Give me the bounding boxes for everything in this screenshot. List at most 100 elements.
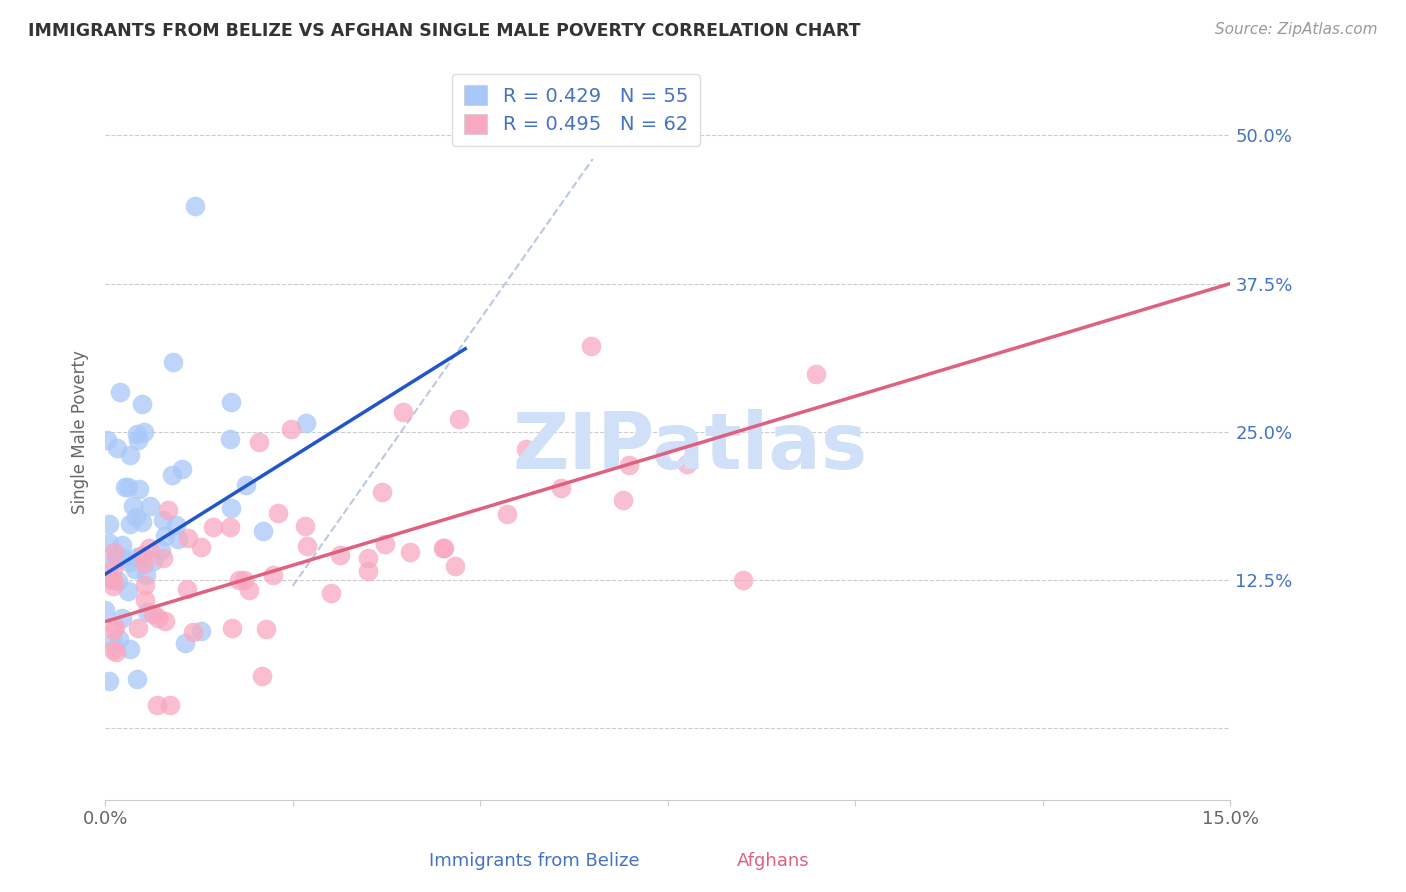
Point bbox=[160, 467, 183, 482]
Point bbox=[132, 558, 155, 572]
Point bbox=[132, 548, 155, 562]
Point bbox=[127, 621, 149, 635]
Point bbox=[190, 540, 212, 554]
Point bbox=[110, 385, 132, 400]
Point bbox=[98, 536, 121, 550]
Point bbox=[104, 645, 127, 659]
Point bbox=[111, 611, 134, 625]
Point bbox=[104, 620, 127, 634]
Point bbox=[432, 541, 454, 555]
Point bbox=[134, 578, 156, 592]
Point bbox=[124, 509, 146, 524]
Point bbox=[617, 458, 640, 472]
Point bbox=[157, 502, 180, 516]
Point bbox=[219, 500, 242, 515]
Point bbox=[101, 643, 124, 657]
Point bbox=[101, 574, 124, 588]
Point bbox=[262, 568, 284, 582]
Point bbox=[117, 583, 139, 598]
Legend: R = 0.429   N = 55, R = 0.495   N = 62: R = 0.429 N = 55, R = 0.495 N = 62 bbox=[453, 74, 700, 146]
Point bbox=[184, 199, 207, 213]
Point bbox=[806, 367, 828, 381]
Point bbox=[579, 339, 602, 353]
Point bbox=[104, 549, 127, 564]
Point bbox=[103, 545, 125, 559]
Point bbox=[127, 433, 149, 447]
Text: Afghans: Afghans bbox=[737, 852, 810, 870]
Point bbox=[146, 698, 169, 712]
Point bbox=[125, 672, 148, 686]
Text: IMMIGRANTS FROM BELIZE VS AFGHAN SINGLE MALE POVERTY CORRELATION CHART: IMMIGRANTS FROM BELIZE VS AFGHAN SINGLE … bbox=[28, 22, 860, 40]
Point bbox=[101, 634, 124, 648]
Point bbox=[118, 555, 141, 569]
Point bbox=[101, 574, 124, 588]
Point bbox=[94, 603, 117, 617]
Point bbox=[294, 519, 316, 533]
Point bbox=[114, 480, 136, 494]
Point bbox=[250, 668, 273, 682]
Point bbox=[170, 462, 193, 476]
Point bbox=[162, 355, 184, 369]
Point bbox=[183, 625, 205, 640]
Point bbox=[150, 542, 173, 557]
Point bbox=[101, 562, 124, 576]
Point bbox=[433, 541, 456, 556]
Point bbox=[122, 500, 145, 514]
Point bbox=[294, 416, 316, 430]
Point bbox=[105, 441, 128, 455]
Point bbox=[371, 485, 394, 500]
Point bbox=[101, 579, 124, 593]
Point bbox=[97, 517, 120, 532]
Point bbox=[96, 434, 118, 448]
Point bbox=[128, 483, 150, 497]
Point bbox=[357, 551, 380, 566]
Point bbox=[139, 499, 162, 513]
Point bbox=[550, 481, 572, 495]
Point bbox=[111, 538, 134, 552]
Point bbox=[238, 582, 260, 597]
Point bbox=[515, 442, 537, 457]
Point bbox=[124, 561, 146, 575]
Point bbox=[731, 573, 754, 587]
Point bbox=[142, 607, 165, 622]
Point bbox=[120, 642, 142, 657]
Point bbox=[136, 605, 159, 619]
Text: Immigrants from Belize: Immigrants from Belize bbox=[429, 852, 640, 870]
Point bbox=[135, 568, 157, 582]
Point bbox=[152, 551, 174, 566]
Point bbox=[232, 573, 254, 587]
Point bbox=[117, 480, 139, 494]
Point bbox=[612, 493, 634, 508]
Point bbox=[374, 536, 396, 550]
Point bbox=[108, 632, 131, 646]
Point bbox=[103, 623, 125, 637]
Point bbox=[129, 549, 152, 563]
Point bbox=[391, 405, 413, 419]
Point bbox=[676, 457, 699, 471]
Point bbox=[142, 553, 165, 567]
Point bbox=[221, 621, 243, 635]
Point bbox=[125, 550, 148, 565]
Point bbox=[252, 524, 274, 538]
Point bbox=[190, 624, 212, 639]
Point bbox=[399, 545, 422, 559]
Point bbox=[118, 516, 141, 531]
Point bbox=[153, 614, 176, 628]
Point bbox=[176, 582, 198, 596]
Point bbox=[357, 564, 380, 578]
Point bbox=[254, 622, 277, 636]
Point bbox=[657, 128, 679, 143]
Point bbox=[444, 558, 467, 573]
Point bbox=[228, 573, 250, 587]
Point bbox=[321, 586, 343, 600]
Point bbox=[112, 551, 135, 566]
Point bbox=[131, 397, 153, 411]
Point bbox=[295, 539, 318, 553]
Point bbox=[167, 532, 190, 546]
Point bbox=[267, 506, 290, 520]
Point bbox=[101, 555, 124, 569]
Y-axis label: Single Male Poverty: Single Male Poverty bbox=[72, 350, 89, 514]
Point bbox=[134, 425, 156, 440]
Point bbox=[219, 520, 242, 534]
Text: Source: ZipAtlas.com: Source: ZipAtlas.com bbox=[1215, 22, 1378, 37]
